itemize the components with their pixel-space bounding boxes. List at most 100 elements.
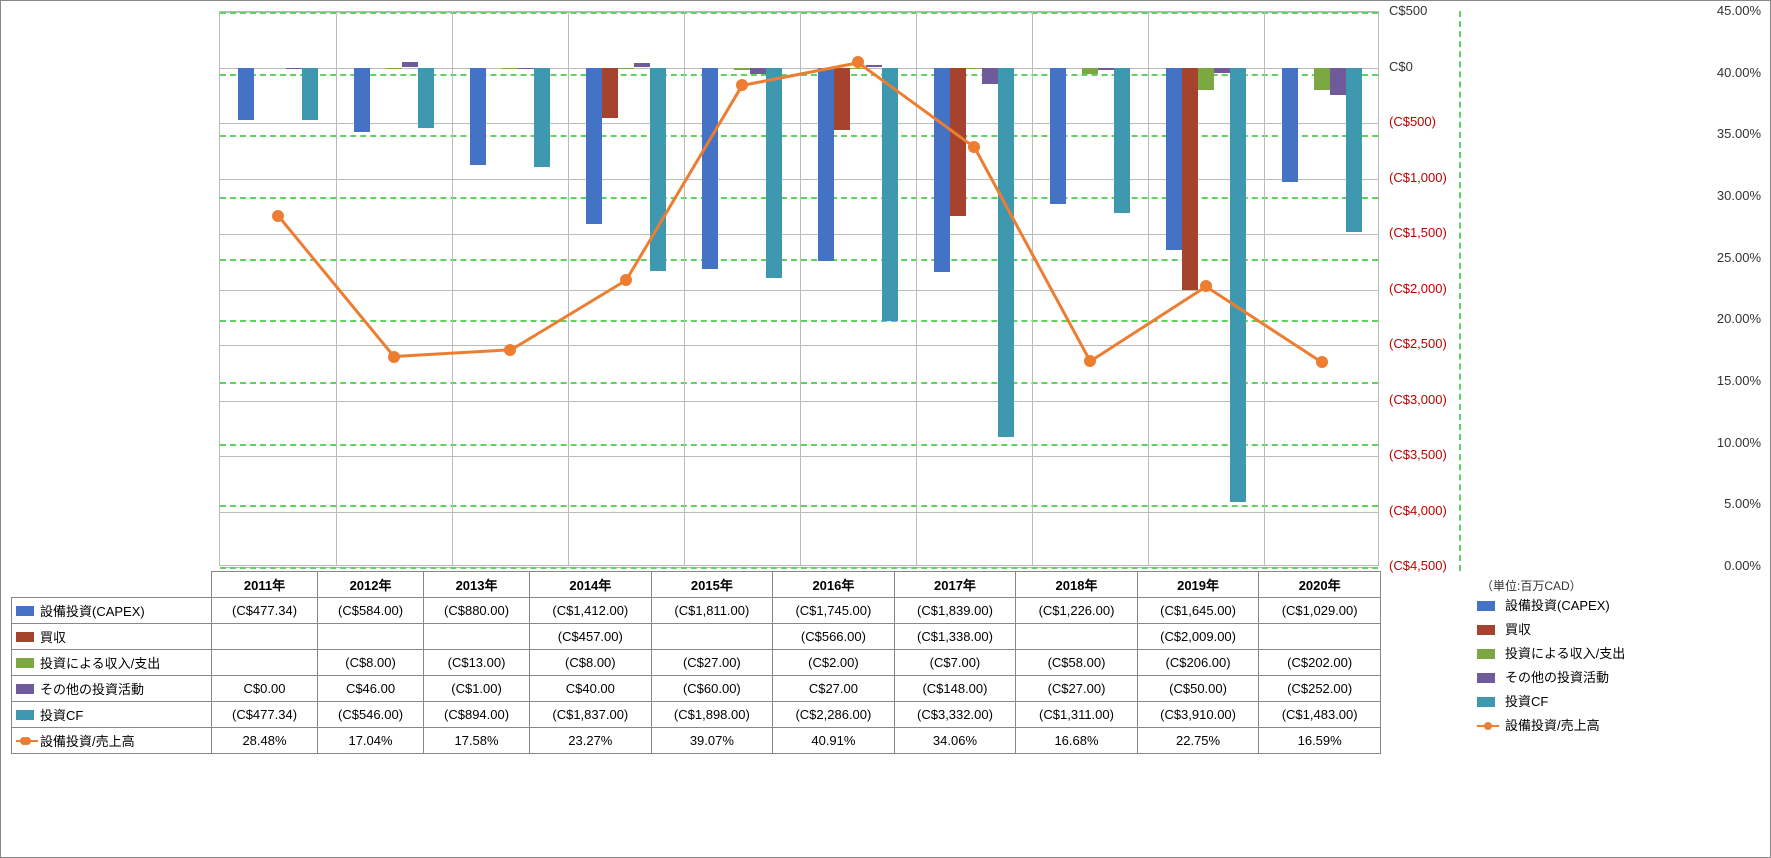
col-header: 2016年 [773,572,895,598]
acq-swatch-icon [16,632,34,642]
col-header: 2020年 [1259,572,1381,598]
right-tick-label: 35.00% [1717,126,1761,141]
legend-item-acq: 買収 [1477,618,1767,642]
capex-bar [934,68,950,272]
gridline-h [220,234,1378,235]
capex-bar [818,68,834,262]
right-tick-label: 20.00% [1717,311,1761,326]
gridline-pct [220,135,1378,137]
table-row: 設備投資/売上高28.48%17.04%17.58%23.27%39.07%40… [12,728,1381,754]
cell: C$46.00 [318,676,424,702]
invio-bar [1314,68,1330,90]
capex-bar [586,68,602,225]
cell: 17.58% [424,728,530,754]
acq-bar [602,68,618,119]
cell: (C$7.00) [894,650,1016,676]
row-header-capex: 設備投資(CAPEX) [12,598,212,624]
cell: (C$1.00) [424,676,530,702]
gridline-pct [220,259,1378,261]
col-header: 2011年 [212,572,318,598]
left-tick-label: (C$3,500) [1389,447,1447,462]
legend-label: 投資CF [1505,694,1548,709]
other-bar [518,68,534,69]
other-bar [1330,68,1346,96]
gridline-h [220,401,1378,402]
right-tick-label: 15.00% [1717,373,1761,388]
cell: (C$50.00) [1137,676,1259,702]
cell: (C$60.00) [651,676,773,702]
row-header-label: 設備投資(CAPEX) [40,604,145,619]
right-axis-line [1459,11,1461,571]
ratio-marker [1084,355,1096,367]
right-tick-label: 0.00% [1724,558,1761,573]
left-tick-label: (C$4,000) [1389,503,1447,518]
ratio-marker [272,210,284,222]
cell: (C$3,332.00) [894,702,1016,728]
legend-label: 設備投資/売上高 [1505,718,1600,733]
legend-right: 設備投資(CAPEX)買収投資による収入/支出その他の投資活動投資CF 設備投資/… [1477,594,1767,738]
gridline-v [800,12,801,565]
cf-swatch-icon [16,710,34,720]
gridline-pct [220,505,1378,507]
right-tick-label: 40.00% [1717,65,1761,80]
gridline-v [1264,12,1265,565]
ratio-swatch-icon [16,740,38,742]
col-header: 2014年 [530,572,652,598]
capex-bar [1282,68,1298,182]
cell [318,624,424,650]
other-swatch-icon [16,684,34,694]
cell: (C$1,745.00) [773,598,895,624]
left-tick-label: (C$500) [1389,114,1436,129]
other-bar [402,62,418,67]
cell [1016,624,1138,650]
table-row: その他の投資活動C$0.00C$46.00(C$1.00)C$40.00(C$6… [12,676,1381,702]
gridline-v [684,12,685,565]
table-row: 設備投資(CAPEX)(C$477.34)(C$584.00)(C$880.00… [12,598,1381,624]
cell: (C$1,483.00) [1259,702,1381,728]
row-header-label: 投資CF [40,708,83,723]
gridline-h [220,345,1378,346]
cell: (C$8.00) [318,650,424,676]
right-tick-label: 5.00% [1724,496,1761,511]
legend-item-other: その他の投資活動 [1477,666,1767,690]
invio-swatch-icon [16,658,34,668]
left-axis: (C$4,500)(C$4,000)(C$3,500)(C$3,000)(C$2… [1389,1,1459,571]
gridline-pct [220,382,1378,384]
ratio-marker [388,351,400,363]
capex-legend-swatch-icon [1477,601,1495,611]
cell: (C$1,311.00) [1016,702,1138,728]
col-header: 2015年 [651,572,773,598]
left-tick-label: (C$1,000) [1389,170,1447,185]
cf-bar [1346,68,1362,233]
cell: (C$584.00) [318,598,424,624]
cell: (C$206.00) [1137,650,1259,676]
cell: (C$1,226.00) [1016,598,1138,624]
legend-label: 投資による収入/支出 [1505,646,1625,661]
right-axis: 0.00%5.00%10.00%15.00%20.00%25.00%30.00%… [1701,1,1761,571]
col-header: 2018年 [1016,572,1138,598]
cell: (C$477.34) [212,702,318,728]
other-legend-swatch-icon [1477,673,1495,683]
cell: C$27.00 [773,676,895,702]
table-row: 投資による収入/支出(C$8.00)(C$13.00)(C$8.00)(C$27… [12,650,1381,676]
row-header-invio: 投資による収入/支出 [12,650,212,676]
legend-item-cf: 投資CF [1477,690,1767,714]
cf-bar [998,68,1014,438]
capex-bar [702,68,718,269]
left-tick-label: (C$4,500) [1389,558,1447,573]
legend-item-capex: 設備投資(CAPEX) [1477,594,1767,618]
col-header: 2012年 [318,572,424,598]
gridline-h [220,456,1378,457]
gridline-v [452,12,453,565]
cell: (C$8.00) [530,650,652,676]
gridline-pct [220,444,1378,446]
cell: 23.27% [530,728,652,754]
cell: 17.04% [318,728,424,754]
row-header-acq: 買収 [12,624,212,650]
ratio-marker [852,56,864,68]
other-bar [1214,68,1230,74]
cell: (C$1,412.00) [530,598,652,624]
capex-bar [1166,68,1182,251]
col-header: 2013年 [424,572,530,598]
cell [212,650,318,676]
